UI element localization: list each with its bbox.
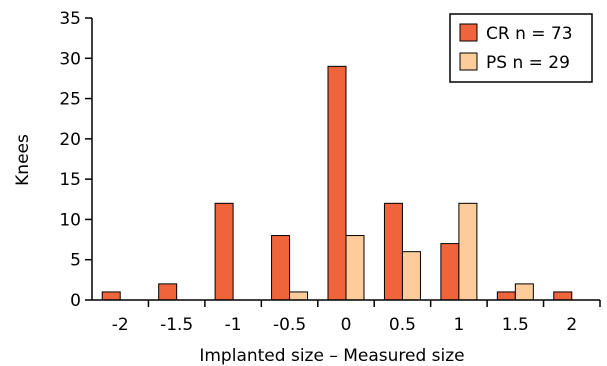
x-tick-label-1: -1.5 xyxy=(160,315,193,335)
bar-cr-4 xyxy=(327,65,347,301)
bar-ps-7 xyxy=(514,283,534,301)
bar-cr-1 xyxy=(158,283,178,301)
x-tick-label-3: -0.5 xyxy=(273,315,306,335)
bar-cr-2 xyxy=(214,202,234,301)
x-tick-label-8: 2 xyxy=(566,315,577,335)
x-tick-label-4: 0 xyxy=(341,315,352,335)
ticks-group: 0 5 10 15 20 25 30 35 -2 -1.5 -1 -0.5 0 0.5 1 1.5 2 xyxy=(59,9,601,335)
y-tick-label-5: 25 xyxy=(59,90,81,110)
legend-swatch-cr xyxy=(459,23,478,42)
bar-cr-0 xyxy=(101,291,121,301)
y-tick-label-0: 0 xyxy=(70,291,81,311)
y-axis-title: Knees xyxy=(13,134,33,186)
x-axis-title: Implanted size – Measured size xyxy=(199,346,464,366)
legend-label-cr: CR n = 73 xyxy=(486,24,573,44)
bar-cr-3 xyxy=(271,235,291,301)
y-tick-label-2: 10 xyxy=(59,210,81,230)
x-tick-label-6: 1 xyxy=(453,315,464,335)
axes-group xyxy=(91,18,600,301)
bar-ps-3 xyxy=(289,291,309,301)
bar-ps-5 xyxy=(401,251,421,301)
y-tick-label-7: 35 xyxy=(59,9,81,29)
bar-ps-4 xyxy=(345,235,365,301)
x-tick-label-2: -1 xyxy=(225,315,242,335)
x-tick-label-5: 0.5 xyxy=(389,315,416,335)
legend-swatch-ps xyxy=(459,52,478,71)
y-tick-label-3: 15 xyxy=(59,170,81,190)
y-tick-label-4: 20 xyxy=(59,130,81,150)
bar-cr-7 xyxy=(496,291,516,301)
y-tick-label-1: 5 xyxy=(70,251,81,271)
legend: CR n = 73 PS n = 29 xyxy=(449,13,593,83)
bar-cr-6 xyxy=(440,243,460,301)
y-tick-label-6: 30 xyxy=(59,49,81,69)
bar-cr-8 xyxy=(553,291,573,301)
bars-group xyxy=(101,65,573,301)
bar-ps-6 xyxy=(458,202,478,301)
legend-label-ps: PS n = 29 xyxy=(486,53,570,73)
x-tick-label-0: -2 xyxy=(112,315,129,335)
x-tick-label-7: 1.5 xyxy=(502,315,529,335)
bar-cr-5 xyxy=(383,202,403,301)
